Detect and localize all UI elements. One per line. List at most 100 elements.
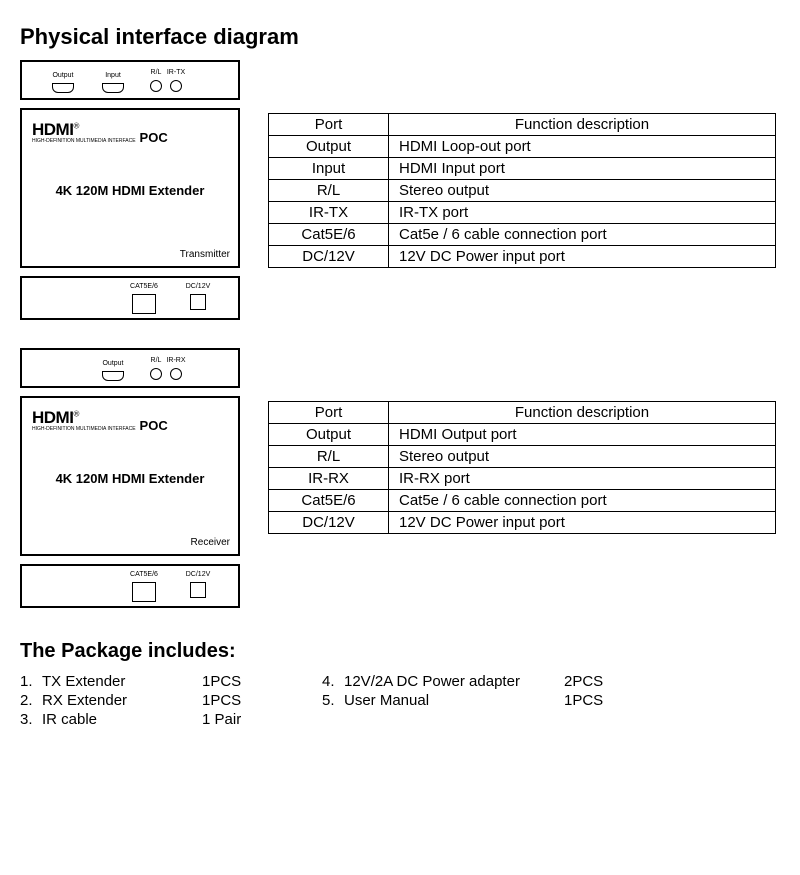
table-cell: DC/12V xyxy=(269,246,389,268)
table-cell: IR-RX xyxy=(269,468,389,490)
device-face-panel: HDMI®HIGH-DEFINITION MULTIMEDIA INTERFAC… xyxy=(20,108,240,268)
r-l-port-icon: R/L xyxy=(150,368,162,380)
port-label: R/L xyxy=(151,69,162,76)
port-label: DC/12V xyxy=(186,571,211,578)
output-port-icon: Output xyxy=(52,83,74,93)
unit-transmitter: OutputInputR/LIR-TXHDMI®HIGH-DEFINITION … xyxy=(20,60,780,328)
table-header: Function description xyxy=(389,114,776,136)
port-label: CAT5E/6 xyxy=(130,283,158,290)
table-cell: 12V DC Power input port xyxy=(389,512,776,534)
table-cell: Output xyxy=(269,136,389,158)
page-title: Physical interface diagram xyxy=(20,24,780,50)
package-item-num: 1. xyxy=(20,673,42,690)
table-row: IR-TXIR-TX port xyxy=(269,202,776,224)
table-cell: HDMI Input port xyxy=(389,158,776,180)
top-port-panel: Output Input R/L IR-TX xyxy=(20,60,240,100)
cat5e-6-port-icon: CAT5E/6 xyxy=(132,294,156,314)
hdmi-logo: HDMI®HIGH-DEFINITION MULTIMEDIA INTERFAC… xyxy=(32,408,136,432)
package-item-qty: 1PCS xyxy=(202,673,262,690)
table-cell: Cat5e / 6 cable connection port xyxy=(389,490,776,512)
table-row: DC/12V12V DC Power input port xyxy=(269,512,776,534)
device-role-label: Receiver xyxy=(191,537,230,548)
table-cell: Cat5E/6 xyxy=(269,490,389,512)
table-cell: HDMI Output port xyxy=(389,424,776,446)
port-label: Input xyxy=(105,72,121,79)
port-label: IR-RX xyxy=(166,357,185,364)
port-label: Output xyxy=(52,72,73,79)
dc-12v-port-icon: DC/12V xyxy=(190,294,206,310)
table-row: InputHDMI Input port xyxy=(269,158,776,180)
port-label: DC/12V xyxy=(186,283,211,290)
bottom-port-panel: CAT5E/6 DC/12V xyxy=(20,276,240,320)
table-header: Function description xyxy=(389,402,776,424)
package-item-name: IR cable xyxy=(42,711,202,728)
input-port-icon: Input xyxy=(102,83,124,93)
table-row: R/LStereo output xyxy=(269,446,776,468)
table-cell: 12V DC Power input port xyxy=(389,246,776,268)
table-cell: R/L xyxy=(269,446,389,468)
table-row: Cat5E/6Cat5e / 6 cable connection port xyxy=(269,490,776,512)
table-row: OutputHDMI Loop-out port xyxy=(269,136,776,158)
r-l-port-icon: R/L xyxy=(150,80,162,92)
table-row: DC/12V12V DC Power input port xyxy=(269,246,776,268)
package-item: 1.TX Extender1PCS xyxy=(20,673,262,690)
table-cell: IR-TX xyxy=(269,202,389,224)
package-item: 4.12V/2A DC Power adapter2PCS xyxy=(322,673,624,690)
unit-receiver: OutputR/LIR-RXHDMI®HIGH-DEFINITION MULTI… xyxy=(20,348,780,616)
package-item-num: 4. xyxy=(322,673,344,690)
package-item-name: User Manual xyxy=(344,692,564,709)
table-cell: Input xyxy=(269,158,389,180)
table-cell: R/L xyxy=(269,180,389,202)
bottom-port-panel: CAT5E/6 DC/12V xyxy=(20,564,240,608)
package-item-qty: 2PCS xyxy=(564,673,624,690)
package-item-num: 2. xyxy=(20,692,42,709)
package-item: 2.RX Extender1PCS xyxy=(20,692,262,709)
port-function-table: PortFunction descriptionOutputHDMI Outpu… xyxy=(268,401,776,534)
table-row: Cat5E/6Cat5e / 6 cable connection port xyxy=(269,224,776,246)
package-title: The Package includes: xyxy=(20,640,780,663)
device-role-label: Transmitter xyxy=(180,249,230,260)
poc-label: POC xyxy=(140,418,168,433)
top-port-panel: Output R/L IR-RX xyxy=(20,348,240,388)
table-header: Port xyxy=(269,114,389,136)
device-title: 4K 120M HDMI Extender xyxy=(32,471,228,486)
cat5e-6-port-icon: CAT5E/6 xyxy=(132,582,156,602)
hdmi-logo: HDMI®HIGH-DEFINITION MULTIMEDIA INTERFAC… xyxy=(32,120,136,144)
package-item-qty: 1 Pair xyxy=(202,711,262,728)
table-row: R/LStereo output xyxy=(269,180,776,202)
dc-12v-port-icon: DC/12V xyxy=(190,582,206,598)
table-cell: DC/12V xyxy=(269,512,389,534)
port-function-table: PortFunction descriptionOutputHDMI Loop-… xyxy=(268,113,776,268)
device-title: 4K 120M HDMI Extender xyxy=(32,183,228,198)
ir-tx-port-icon: IR-TX xyxy=(170,80,182,92)
table-cell: Cat5E/6 xyxy=(269,224,389,246)
package-item-qty: 1PCS xyxy=(564,692,624,709)
port-label: Output xyxy=(102,360,123,367)
device-face-panel: HDMI®HIGH-DEFINITION MULTIMEDIA INTERFAC… xyxy=(20,396,240,556)
table-cell: IR-RX port xyxy=(389,468,776,490)
package-item: 5.User Manual1PCS xyxy=(322,692,624,709)
table-cell: Stereo output xyxy=(389,180,776,202)
package-item-name: 12V/2A DC Power adapter xyxy=(344,673,564,690)
table-cell: HDMI Loop-out port xyxy=(389,136,776,158)
package-item-num: 3. xyxy=(20,711,42,728)
port-label: R/L xyxy=(151,357,162,364)
output-port-icon: Output xyxy=(102,371,124,381)
package-item-num: 5. xyxy=(322,692,344,709)
package-item-name: TX Extender xyxy=(42,673,202,690)
package-item-name: RX Extender xyxy=(42,692,202,709)
ir-rx-port-icon: IR-RX xyxy=(170,368,182,380)
table-cell: Output xyxy=(269,424,389,446)
poc-label: POC xyxy=(140,130,168,145)
package-item: 3.IR cable1 Pair xyxy=(20,711,262,728)
table-header: Port xyxy=(269,402,389,424)
port-label: CAT5E/6 xyxy=(130,571,158,578)
package-item-qty: 1PCS xyxy=(202,692,262,709)
table-row: IR-RXIR-RX port xyxy=(269,468,776,490)
package-list: 1.TX Extender1PCS2.RX Extender1PCS3.IR c… xyxy=(20,673,780,730)
port-label: IR-TX xyxy=(167,69,185,76)
table-cell: Cat5e / 6 cable connection port xyxy=(389,224,776,246)
table-cell: Stereo output xyxy=(389,446,776,468)
table-cell: IR-TX port xyxy=(389,202,776,224)
table-row: OutputHDMI Output port xyxy=(269,424,776,446)
